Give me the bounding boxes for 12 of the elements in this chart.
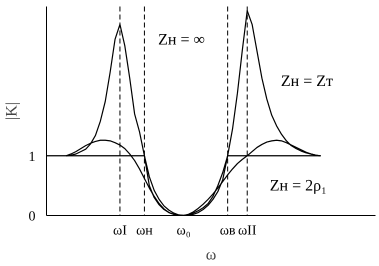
- x-tick-label: ωI: [113, 224, 128, 238]
- annotation: Zн = Zт: [280, 73, 334, 90]
- x-tick-label: ωн: [136, 224, 154, 238]
- x-tick-label: ωII: [238, 224, 257, 238]
- y-tick-label: 1: [28, 150, 36, 165]
- annotation: Zн = ∞: [158, 31, 205, 48]
- x-tick-label: ωв: [220, 224, 236, 238]
- x-tick-label: ω₀: [176, 224, 191, 238]
- y-axis-title: |K|: [4, 102, 20, 120]
- x-axis-title: ω: [206, 246, 216, 264]
- y-tick-label: 0: [28, 210, 36, 224]
- annotation: Zн = 2ρ₁: [270, 178, 327, 195]
